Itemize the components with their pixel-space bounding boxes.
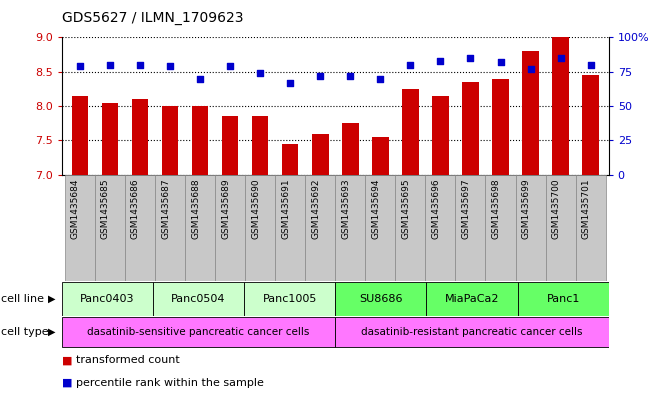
Bar bbox=[486, 175, 516, 281]
Bar bbox=[192, 106, 208, 175]
Text: GSM1435699: GSM1435699 bbox=[521, 178, 531, 239]
Bar bbox=[282, 144, 298, 175]
Bar bbox=[516, 175, 546, 281]
Text: GSM1435686: GSM1435686 bbox=[131, 178, 140, 239]
Bar bbox=[215, 175, 245, 281]
Bar bbox=[125, 175, 155, 281]
Point bbox=[105, 62, 115, 68]
Bar bbox=[153, 282, 244, 316]
Text: GSM1435685: GSM1435685 bbox=[101, 178, 110, 239]
Point bbox=[285, 79, 296, 86]
Bar bbox=[518, 282, 609, 316]
Bar bbox=[372, 137, 389, 175]
Text: GSM1435688: GSM1435688 bbox=[191, 178, 200, 239]
Text: Panc1005: Panc1005 bbox=[262, 294, 317, 304]
Bar bbox=[522, 51, 539, 175]
Bar bbox=[252, 116, 268, 175]
Bar bbox=[65, 175, 95, 281]
Point bbox=[315, 73, 326, 79]
Text: ▶: ▶ bbox=[48, 294, 55, 304]
Bar bbox=[222, 116, 238, 175]
Text: GSM1435700: GSM1435700 bbox=[551, 178, 561, 239]
Bar bbox=[365, 175, 395, 281]
Bar bbox=[72, 96, 88, 175]
Text: cell type: cell type bbox=[1, 327, 48, 337]
Bar bbox=[342, 123, 359, 175]
Bar bbox=[305, 175, 335, 281]
Bar bbox=[245, 175, 275, 281]
Text: ■: ■ bbox=[62, 355, 72, 365]
Text: dasatinib-resistant pancreatic cancer cells: dasatinib-resistant pancreatic cancer ce… bbox=[361, 327, 583, 337]
Point bbox=[375, 75, 385, 82]
Text: Panc0403: Panc0403 bbox=[80, 294, 135, 304]
Bar bbox=[185, 175, 215, 281]
Bar bbox=[155, 175, 185, 281]
Text: cell line: cell line bbox=[1, 294, 44, 304]
Point bbox=[465, 55, 476, 61]
Text: GSM1435695: GSM1435695 bbox=[402, 178, 410, 239]
Point bbox=[75, 63, 85, 69]
Bar bbox=[95, 175, 125, 281]
Bar bbox=[402, 89, 419, 175]
Text: GSM1435701: GSM1435701 bbox=[581, 178, 590, 239]
Bar bbox=[132, 99, 148, 175]
Bar bbox=[425, 175, 456, 281]
Point bbox=[195, 75, 205, 82]
Bar bbox=[492, 79, 509, 175]
Point bbox=[436, 57, 446, 64]
Point bbox=[555, 55, 566, 61]
Bar bbox=[161, 106, 178, 175]
Text: Panc1: Panc1 bbox=[546, 294, 580, 304]
Bar bbox=[546, 175, 575, 281]
Text: MiaPaCa2: MiaPaCa2 bbox=[445, 294, 499, 304]
Text: GSM1435690: GSM1435690 bbox=[251, 178, 260, 239]
Bar bbox=[102, 103, 118, 175]
Bar bbox=[312, 134, 329, 175]
Text: ▶: ▶ bbox=[48, 327, 55, 337]
Text: GSM1435693: GSM1435693 bbox=[341, 178, 350, 239]
Bar bbox=[432, 96, 449, 175]
Bar bbox=[456, 175, 486, 281]
Text: GDS5627 / ILMN_1709623: GDS5627 / ILMN_1709623 bbox=[62, 11, 243, 25]
Text: dasatinib-sensitive pancreatic cancer cells: dasatinib-sensitive pancreatic cancer ce… bbox=[87, 327, 310, 337]
Bar bbox=[244, 282, 335, 316]
Text: GSM1435687: GSM1435687 bbox=[161, 178, 170, 239]
Point bbox=[165, 63, 175, 69]
Text: GSM1435684: GSM1435684 bbox=[71, 178, 80, 239]
Bar bbox=[275, 175, 305, 281]
Point bbox=[225, 63, 235, 69]
Text: Panc0504: Panc0504 bbox=[171, 294, 226, 304]
Bar bbox=[62, 282, 153, 316]
Text: SU8686: SU8686 bbox=[359, 294, 402, 304]
Text: GSM1435697: GSM1435697 bbox=[462, 178, 471, 239]
Text: ■: ■ bbox=[62, 378, 72, 388]
Bar bbox=[335, 317, 609, 347]
Bar bbox=[575, 175, 605, 281]
Text: GSM1435698: GSM1435698 bbox=[492, 178, 501, 239]
Bar bbox=[335, 175, 365, 281]
Text: GSM1435694: GSM1435694 bbox=[371, 178, 380, 239]
Point bbox=[345, 73, 355, 79]
Bar bbox=[395, 175, 425, 281]
Text: transformed count: transformed count bbox=[76, 355, 180, 365]
Bar bbox=[552, 37, 569, 175]
Text: GSM1435692: GSM1435692 bbox=[311, 178, 320, 239]
Text: GSM1435689: GSM1435689 bbox=[221, 178, 230, 239]
Bar bbox=[426, 282, 518, 316]
Point bbox=[405, 62, 415, 68]
Point bbox=[135, 62, 145, 68]
Bar bbox=[583, 75, 599, 175]
Point bbox=[255, 70, 266, 76]
Text: GSM1435696: GSM1435696 bbox=[432, 178, 441, 239]
Point bbox=[525, 66, 536, 72]
Point bbox=[585, 62, 596, 68]
Text: percentile rank within the sample: percentile rank within the sample bbox=[76, 378, 264, 388]
Bar bbox=[335, 282, 426, 316]
Point bbox=[495, 59, 506, 65]
Bar bbox=[462, 82, 478, 175]
Text: GSM1435691: GSM1435691 bbox=[281, 178, 290, 239]
Bar bbox=[62, 317, 335, 347]
